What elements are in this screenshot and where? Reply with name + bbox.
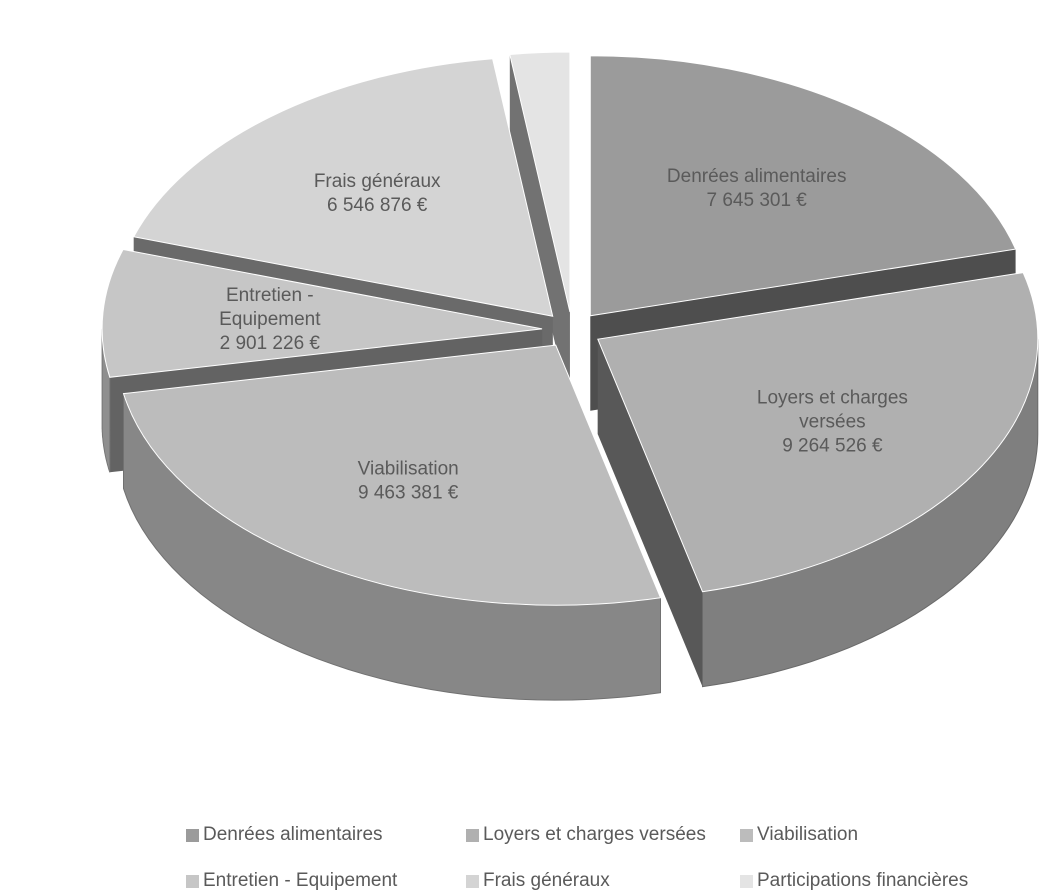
legend-item-participations-financieres: Participations financières bbox=[740, 870, 968, 892]
data-label-line: Frais généraux bbox=[314, 171, 441, 192]
pie-slice-top-viabilisation bbox=[122, 344, 662, 606]
legend-swatch bbox=[186, 828, 199, 842]
pie-slice-viabilisation bbox=[122, 344, 662, 701]
data-label-line: Entretien - bbox=[226, 285, 314, 306]
data-label-entretien-equipement: Entretien - Equipement 2 901 226 € bbox=[219, 285, 321, 354]
legend-item-viabilisation: Viabilisation bbox=[740, 824, 858, 846]
data-label-line: Equipement bbox=[219, 309, 321, 330]
data-label-line: Loyers et charges bbox=[757, 388, 908, 409]
legend-swatch bbox=[466, 828, 479, 842]
pie-slice-participations-financieres bbox=[509, 51, 571, 408]
legend-swatch bbox=[466, 874, 479, 888]
data-label-line: 9 264 526 € bbox=[782, 436, 883, 457]
pie-slice-top-participations-financieres bbox=[509, 51, 571, 313]
chart-legend: Denrées alimentaires Loyers et charges v… bbox=[186, 824, 968, 894]
data-label-participations-financieres: Participationsfinancières798 778 € bbox=[455, 0, 569, 3]
legend-swatch bbox=[186, 874, 199, 888]
pie-slice-edge-participations-financieres bbox=[509, 54, 570, 408]
legend-label: Participations financières bbox=[757, 870, 969, 891]
data-label-line: 7 645 301 € bbox=[707, 190, 808, 211]
legend-label: Frais généraux bbox=[483, 870, 610, 891]
legend-item-loyers-et-charges-versees: Loyers et charges versées bbox=[466, 824, 706, 846]
data-label-line: Viabilisation bbox=[358, 459, 459, 480]
pie-slice-top-denrees-alimentaires bbox=[589, 55, 1017, 317]
legend-item-entretien-equipement: Entretien - Equipement bbox=[186, 870, 397, 892]
data-label-loyers-et-charges-versees: Loyers et charges versées 9 264 526 € bbox=[757, 388, 908, 457]
legend-label: Entretien - Equipement bbox=[203, 870, 398, 891]
legend-label: Denrées alimentaires bbox=[203, 824, 383, 845]
data-label-denrees-alimentaires: Denrées alimentaires 7 645 301 € bbox=[667, 166, 847, 211]
pie-slice-loyers-et-charges-versees bbox=[597, 272, 1039, 688]
data-label-line: 9 463 381 € bbox=[358, 483, 459, 504]
legend-item-frais-generaux: Frais généraux bbox=[466, 870, 610, 892]
pie-data-labels: Denrées alimentaires 7 645 301 € Loyers et… bbox=[219, 0, 908, 504]
legend-label: Loyers et charges versées bbox=[483, 824, 706, 845]
pie-slice-top-loyers-et-charges-versees bbox=[597, 272, 1039, 593]
legend-item-denrees-alimentaires: Denrées alimentaires bbox=[186, 824, 383, 846]
data-label-viabilisation: Viabilisation 9 463 381 € bbox=[358, 459, 459, 504]
data-label-line: versées bbox=[799, 412, 866, 433]
pie-slice-top-entretien-equipement bbox=[101, 248, 543, 378]
pie-slice-top-frais-generaux bbox=[132, 58, 554, 317]
data-label-line: 6 546 876 € bbox=[327, 195, 428, 216]
data-label-line: Denrées alimentaires bbox=[667, 166, 847, 187]
legend-swatch bbox=[740, 828, 753, 842]
data-label-line: 2 901 226 € bbox=[220, 333, 321, 354]
legend-label: Viabilisation bbox=[757, 824, 859, 845]
data-label-frais-generaux: Frais généraux 6 546 876 € bbox=[314, 171, 441, 216]
data-label-line: 798 778 € bbox=[470, 0, 555, 3]
legend-swatch bbox=[740, 874, 753, 888]
pie-slices bbox=[101, 51, 1039, 701]
